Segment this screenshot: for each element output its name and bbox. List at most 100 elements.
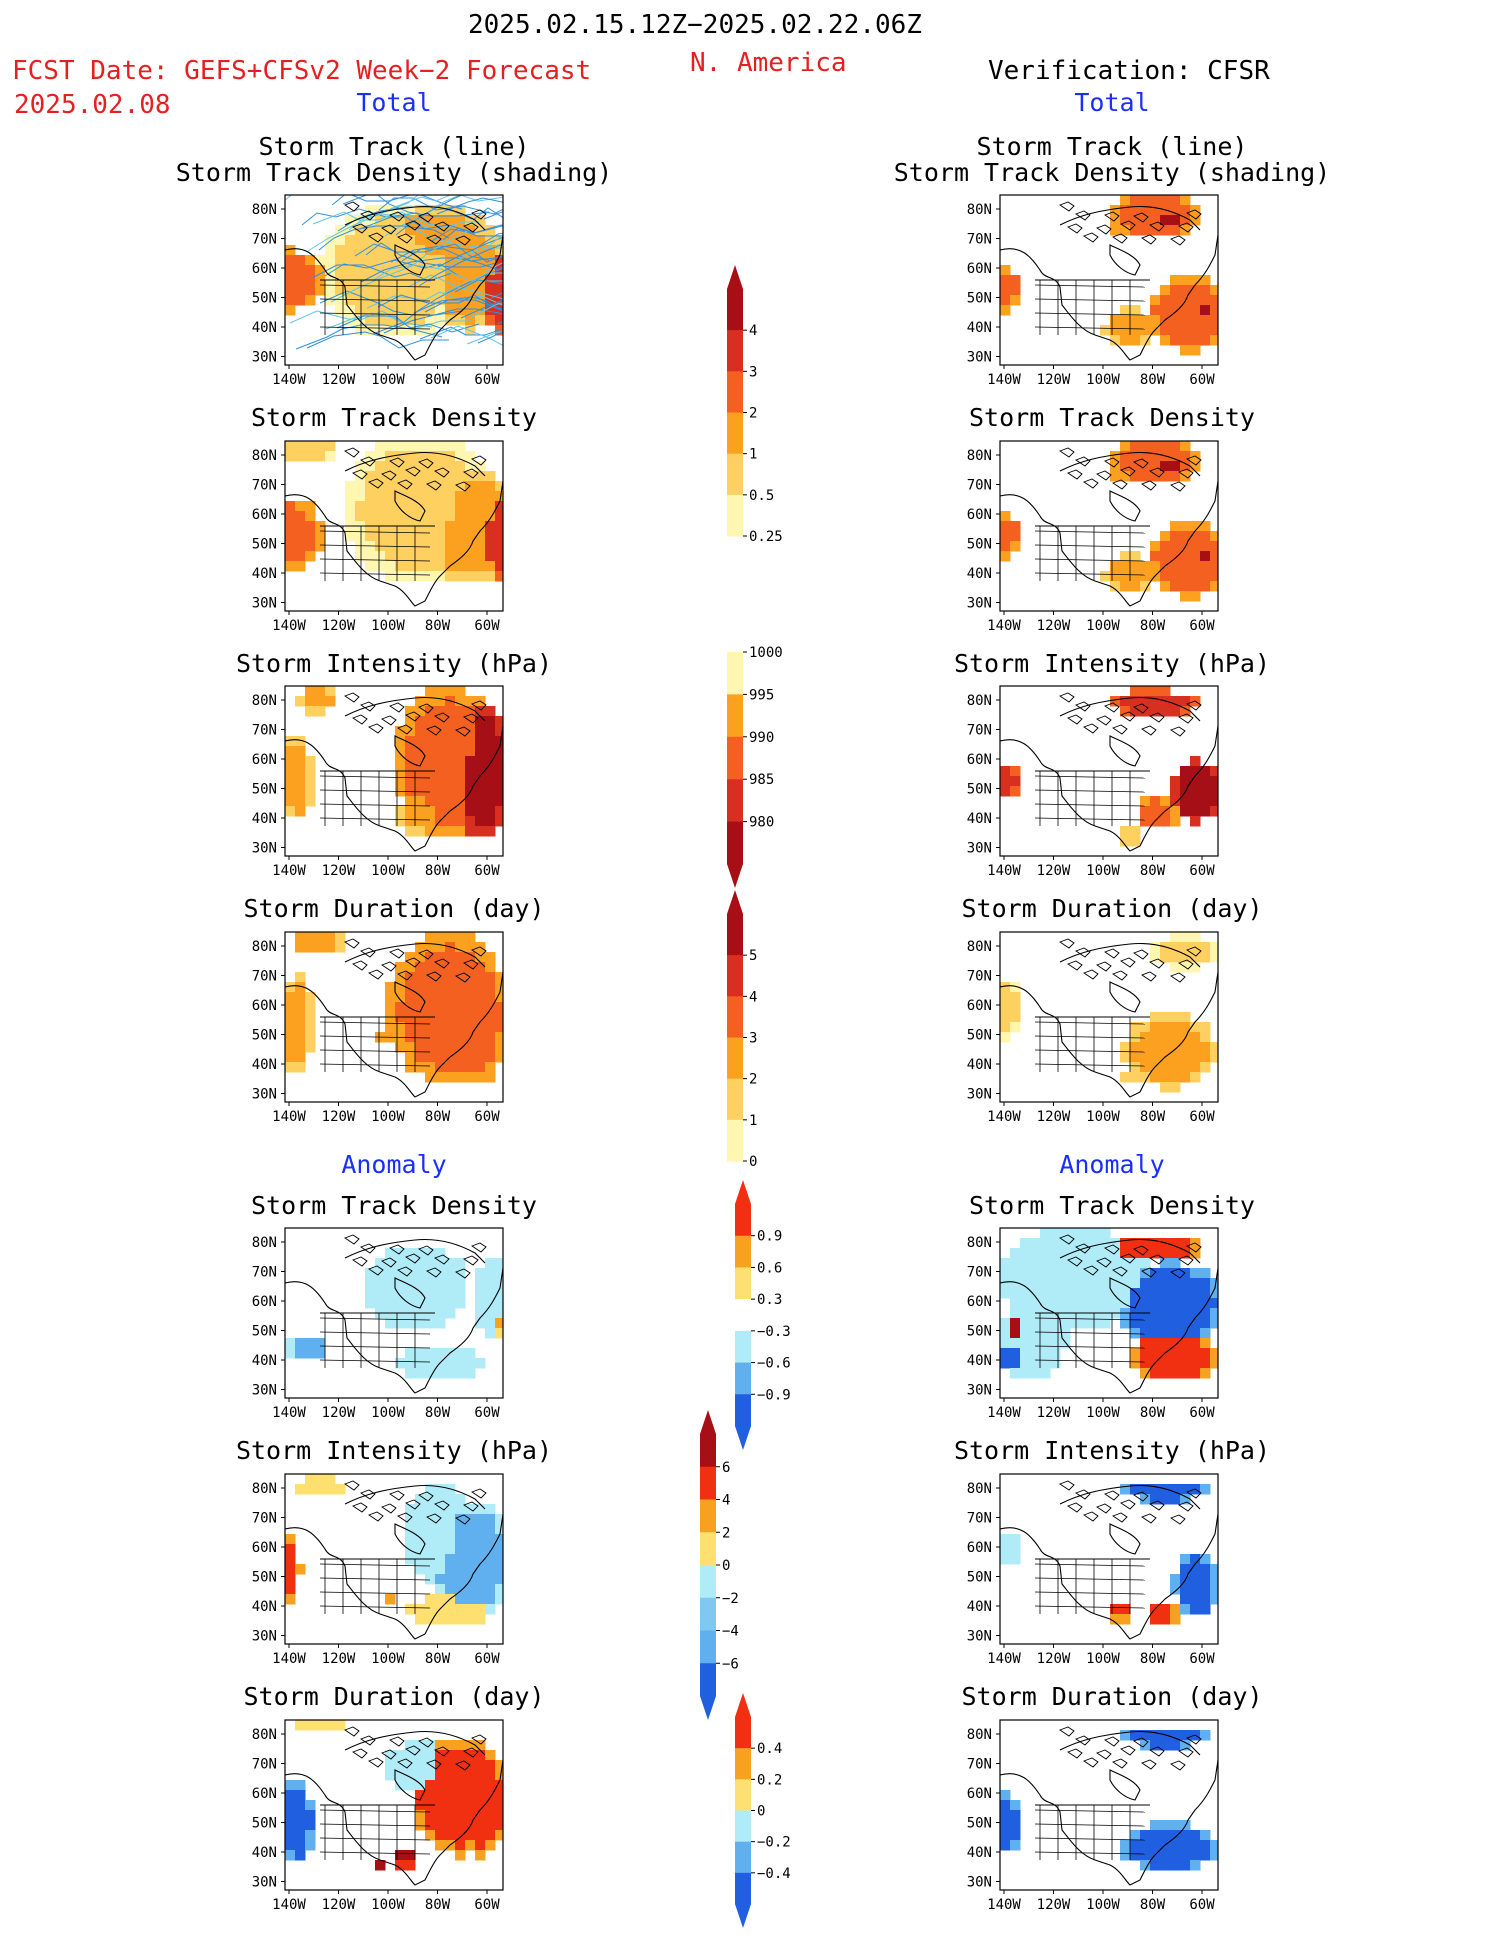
lat-tick-label: 60N bbox=[967, 1540, 992, 1556]
colorbar-label: 5 bbox=[749, 948, 757, 964]
lat-tick-label: 30N bbox=[252, 1875, 277, 1891]
lat-tick-label: 70N bbox=[252, 969, 277, 985]
lon-tick-label: 120W bbox=[322, 1405, 356, 1421]
title-right-6: Storm Intensity (hPa) bbox=[953, 1436, 1271, 1465]
lat-tick-label: 50N bbox=[967, 782, 992, 798]
colorbar-label: 1 bbox=[749, 447, 757, 463]
lon-tick-label: 80W bbox=[1140, 1897, 1166, 1913]
colorbar-label: −6 bbox=[722, 1656, 739, 1672]
lon-tick-label: 100W bbox=[1086, 372, 1120, 388]
lon-tick-label: 100W bbox=[371, 1651, 405, 1667]
lon-tick-label: 140W bbox=[987, 1651, 1021, 1667]
lat-tick-label: 80N bbox=[252, 693, 277, 709]
colorbar-label: 3 bbox=[749, 1031, 757, 1047]
lon-tick-label: 80W bbox=[1140, 863, 1166, 879]
lon-tick-label: 60W bbox=[1189, 863, 1215, 879]
lat-tick-label: 40N bbox=[252, 1599, 277, 1615]
map-panel-right-7: 80N 70N 60N 50N 40N 30N 140W 120W 100W 80W 60W bbox=[967, 1719, 1219, 1913]
lat-tick-label: 40N bbox=[252, 566, 277, 582]
map-panel-right-5: 80N 70N 60N 50N 40N 30N 140W 120W 100W 80W 60W bbox=[967, 1227, 1219, 1421]
colorbar-density-total: 4 3 2 1 0.5 0.25 bbox=[727, 265, 783, 545]
map-panel-left-3: 80N 70N 60N 50N 40N 30N 140W 120W 100W 80W 60W bbox=[252, 685, 504, 879]
lat-tick-label: 50N bbox=[967, 1324, 992, 1340]
colorbar-label: 2 bbox=[749, 406, 757, 422]
lat-tick-label: 80N bbox=[967, 202, 992, 218]
map-panel-right-2: 80N 70N 60N 50N 40N 30N 140W 120W 100W 80W 60W bbox=[967, 440, 1219, 634]
map-panel-left-5: 80N 70N 60N 50N 40N 30N 140W 120W 100W 80W 60W bbox=[252, 1227, 504, 1421]
fcst-date-label: FCST Date: GEFS+CFSv2 Week−2 Forecast bbox=[12, 56, 592, 86]
map-panel-left-1: 80N 70N 60N 50N 40N 30N 140W 120W 100W 80W 60W bbox=[252, 194, 504, 388]
lat-tick-label: 70N bbox=[252, 1265, 277, 1281]
lat-tick-label: 80N bbox=[252, 1481, 277, 1497]
lon-tick-label: 120W bbox=[1037, 372, 1071, 388]
lon-tick-label: 140W bbox=[272, 372, 306, 388]
title-left-6: Storm Intensity (hPa) bbox=[235, 1436, 553, 1465]
lat-tick-label: 50N bbox=[252, 537, 277, 553]
title-right-5: Storm Track Density bbox=[969, 1191, 1255, 1220]
lat-tick-label: 30N bbox=[967, 1875, 992, 1891]
colorbar-label: 0.9 bbox=[757, 1229, 782, 1245]
lat-tick-label: 30N bbox=[252, 1629, 277, 1645]
title-left-5: Storm Track Density bbox=[251, 1191, 537, 1220]
map-panel-right-4: 80N 70N 60N 50N 40N 30N 140W 120W 100W 80W 60W bbox=[967, 931, 1219, 1125]
lat-tick-label: 80N bbox=[967, 693, 992, 709]
colorbar-label: 0.4 bbox=[757, 1741, 782, 1757]
lat-tick-label: 70N bbox=[252, 1511, 277, 1527]
title-right-2: Storm Track Density bbox=[969, 403, 1255, 432]
fcst-date-value: 2025.02.08 bbox=[14, 90, 171, 120]
lat-tick-label: 30N bbox=[967, 841, 992, 857]
lat-tick-label: 50N bbox=[252, 1028, 277, 1044]
lat-tick-label: 60N bbox=[967, 998, 992, 1014]
lon-tick-label: 60W bbox=[474, 372, 500, 388]
lat-tick-label: 50N bbox=[252, 1324, 277, 1340]
lat-tick-label: 70N bbox=[252, 232, 277, 248]
lon-tick-label: 120W bbox=[322, 1109, 356, 1125]
colorbar-label: 2 bbox=[749, 1072, 757, 1088]
map-panel-right-3: 80N 70N 60N 50N 40N 30N 140W 120W 100W 80W 60W bbox=[967, 685, 1219, 879]
colorbar-label: 1 bbox=[749, 1113, 757, 1129]
lon-tick-label: 140W bbox=[272, 863, 306, 879]
lat-tick-label: 30N bbox=[967, 596, 992, 612]
lon-tick-label: 60W bbox=[474, 1651, 500, 1667]
lon-tick-label: 120W bbox=[322, 863, 356, 879]
title-right-1b: Storm Track Density (shading) bbox=[893, 158, 1331, 187]
lon-tick-label: 140W bbox=[987, 372, 1021, 388]
colorbar-label: 4 bbox=[749, 989, 757, 1005]
lat-tick-label: 80N bbox=[252, 1235, 277, 1251]
lon-tick-label: 140W bbox=[987, 618, 1021, 634]
lon-tick-label: 140W bbox=[272, 1651, 306, 1667]
lat-tick-label: 80N bbox=[252, 448, 277, 464]
lon-tick-label: 80W bbox=[425, 1651, 451, 1667]
title-left-2: Storm Track Density bbox=[251, 403, 537, 432]
lat-tick-label: 30N bbox=[252, 596, 277, 612]
lon-tick-label: 120W bbox=[322, 372, 356, 388]
lat-tick-label: 60N bbox=[252, 1294, 277, 1310]
section-total-left: Total bbox=[356, 88, 432, 117]
title-right-4: Storm Duration (day) bbox=[961, 894, 1263, 923]
colorbar-label: −0.3 bbox=[757, 1324, 791, 1340]
lon-tick-label: 140W bbox=[272, 1109, 306, 1125]
lat-tick-label: 70N bbox=[252, 478, 277, 494]
lon-tick-label: 140W bbox=[272, 1405, 306, 1421]
lon-tick-label: 60W bbox=[474, 1109, 500, 1125]
colorbar-label: 0.25 bbox=[749, 529, 783, 545]
map-panel-left-6: 80N 70N 60N 50N 40N 30N 140W 120W 100W 80W 60W bbox=[252, 1473, 504, 1667]
storm-track-lines bbox=[285, 195, 503, 350]
lat-tick-label: 80N bbox=[967, 1727, 992, 1743]
colorbar-label: 0 bbox=[757, 1804, 765, 1820]
colorbar-label: 980 bbox=[749, 815, 774, 831]
lat-tick-label: 30N bbox=[252, 841, 277, 857]
lon-tick-label: 100W bbox=[1086, 863, 1120, 879]
colorbar-label: 990 bbox=[749, 730, 774, 746]
lat-tick-label: 80N bbox=[252, 202, 277, 218]
lon-tick-label: 120W bbox=[1037, 1109, 1071, 1125]
lat-tick-label: 50N bbox=[252, 782, 277, 798]
title-left-1a: Storm Track (line) bbox=[258, 132, 530, 161]
lon-tick-label: 80W bbox=[1140, 618, 1166, 634]
lat-tick-label: 60N bbox=[252, 998, 277, 1014]
lat-tick-label: 80N bbox=[967, 448, 992, 464]
lat-tick-label: 60N bbox=[252, 1540, 277, 1556]
lon-tick-label: 100W bbox=[371, 372, 405, 388]
lat-tick-label: 30N bbox=[967, 1629, 992, 1645]
colorbar-label: −4 bbox=[722, 1624, 739, 1640]
